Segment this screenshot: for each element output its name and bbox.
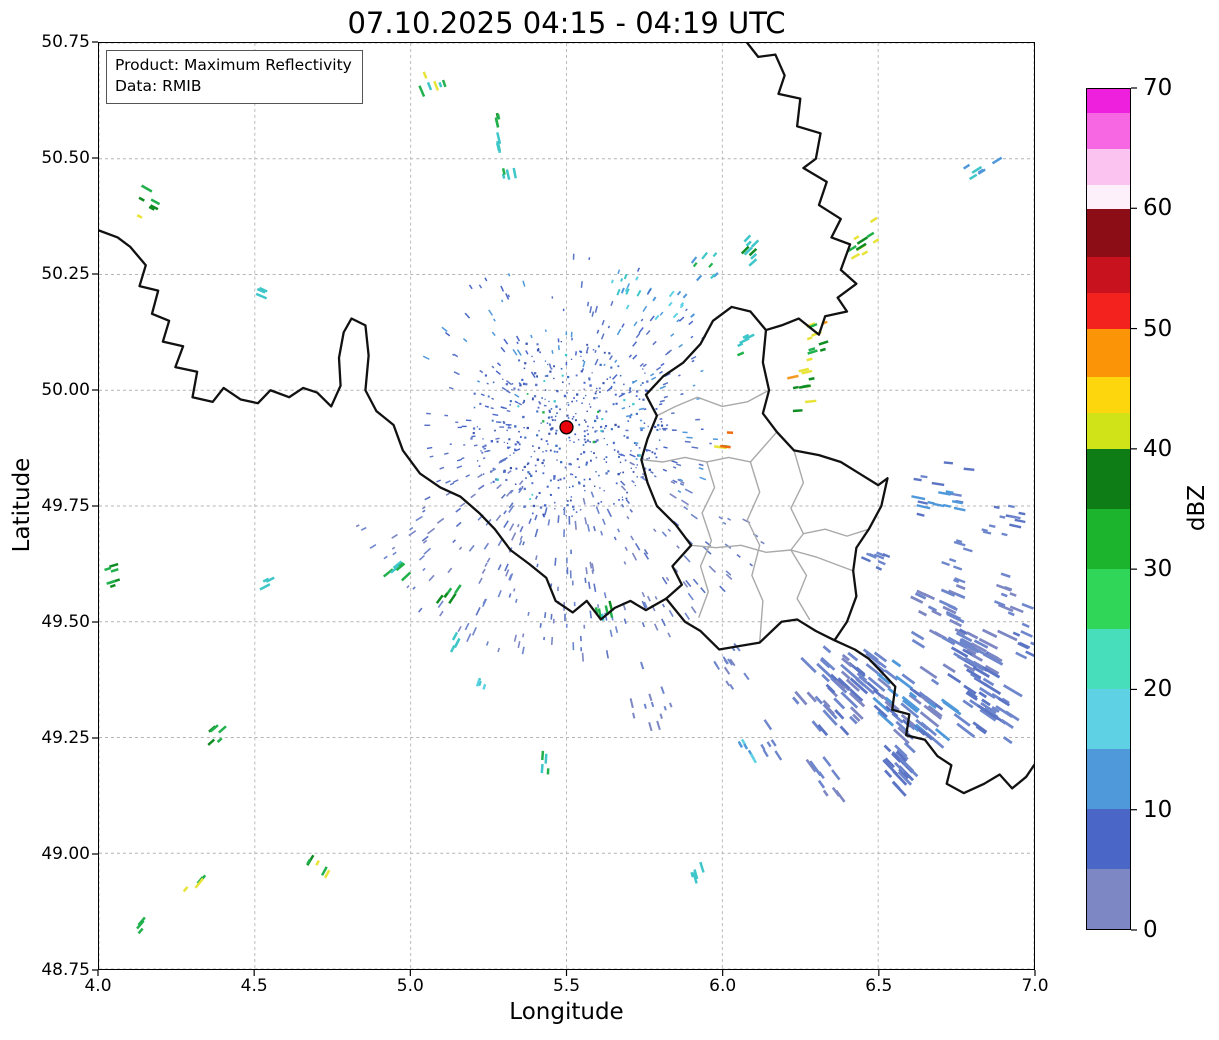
y-tick-label: 50.50 [41,148,90,168]
colorbar-band [1087,292,1130,329]
colorbar-band [1087,328,1130,377]
district-border [790,549,811,621]
colorbar-label: dBZ [1184,484,1210,532]
district-border [656,389,770,417]
district-border [640,431,778,463]
colorbar-band [1087,412,1130,449]
country-border [99,229,668,621]
district-border [690,544,854,572]
y-tick-label: 49.25 [41,728,90,748]
info-datasource-line: Data: RMIB [115,77,202,96]
y-tick-label: 50.00 [41,380,90,400]
colorbar-band [1087,184,1130,209]
colorbar-band [1087,208,1130,257]
colorbar-band [1087,568,1130,629]
x-tick-label: 6.0 [709,976,737,996]
colorbar-band [1087,148,1130,185]
y-tick-label: 49.00 [41,844,90,864]
district-border [698,461,716,618]
colorbar-tick-label: 60 [1143,195,1173,222]
colorbar-band [1087,628,1130,689]
colorbar-tick-label: 0 [1143,917,1158,943]
colorbar-tick-label: 20 [1143,676,1173,703]
radar-site-layer [559,420,574,435]
info-product-line: Product: Maximum Reflectivity [115,56,352,74]
y-tick-label: 50.25 [41,264,90,284]
colorbar-band [1087,508,1130,569]
colorbar-tick-label: 50 [1143,315,1173,342]
plot-area: Product: Maximum Reflectivity Data: RMIB [98,42,1035,970]
colorbar-band [1087,112,1130,149]
colorbar-band [1087,256,1130,293]
country-border [640,305,889,651]
district-border [802,528,870,537]
x-tick-label: 6.5 [865,976,893,996]
colorbar-tick-label: 10 [1143,796,1173,823]
colorbar [1086,88,1131,930]
x-tick-label: 4.0 [84,976,112,996]
country-border [746,43,858,336]
colorbar-band [1087,376,1130,413]
y-tick-label: 48.75 [41,960,90,980]
echo-layer [104,71,1034,935]
y-tick-label: 50.75 [41,32,90,52]
x-tick-label: 5.0 [396,976,424,996]
x-tick-label: 7.0 [1021,976,1049,996]
info-box: Product: Maximum Reflectivity Data: RMIB [106,50,363,104]
colorbar-tick-label: 40 [1143,435,1173,462]
y-tick-label: 49.50 [41,612,90,632]
colorbar-tick-label: 70 [1143,75,1173,101]
chart-title: 07.10.2025 04:15 - 04:19 UTC [347,6,786,40]
colorbar-band [1087,748,1130,809]
x-tick-label: 4.5 [240,976,268,996]
x-tick-label: 5.5 [552,976,581,996]
district-border [790,449,805,551]
x-axis-label: Longitude [509,999,624,1025]
colorbar-band [1087,88,1130,113]
colorbar-band [1087,808,1130,869]
radar-map-canvas [99,43,1034,969]
colorbar-band [1087,688,1130,749]
border-layer [99,43,1034,795]
colorbar-tick-label: 30 [1143,556,1173,583]
y-tick-label: 49.75 [41,496,90,516]
radar-site-marker [559,420,574,435]
grid-layer [99,43,1034,969]
district-border [746,461,764,644]
colorbar-band [1087,868,1130,929]
colorbar-band [1087,448,1130,509]
country-border [833,639,1034,795]
